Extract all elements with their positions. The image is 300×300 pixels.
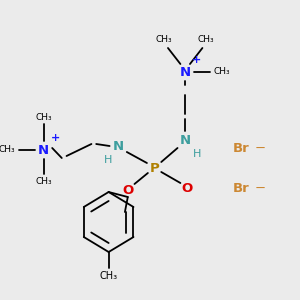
Text: Br: Br [232, 182, 249, 194]
Text: H: H [103, 155, 112, 165]
Text: Br: Br [232, 142, 249, 154]
Text: CH₃: CH₃ [213, 68, 230, 76]
Text: +: + [50, 133, 60, 143]
Text: N: N [180, 134, 191, 146]
Text: CH₃: CH₃ [198, 35, 214, 44]
Text: O: O [182, 182, 193, 194]
Text: CH₃: CH₃ [35, 112, 52, 122]
Text: CH₃: CH₃ [156, 35, 172, 44]
Text: N: N [112, 140, 124, 152]
Text: CH₃: CH₃ [0, 146, 16, 154]
Text: −: − [254, 142, 266, 154]
Text: O: O [122, 184, 134, 196]
Text: N: N [180, 65, 191, 79]
Text: P: P [150, 161, 159, 175]
Text: H: H [193, 149, 201, 159]
Text: N: N [38, 143, 49, 157]
Text: CH₃: CH₃ [35, 178, 52, 187]
Text: −: − [254, 182, 266, 194]
Text: CH₃: CH₃ [100, 271, 118, 281]
Text: +: + [192, 55, 201, 65]
